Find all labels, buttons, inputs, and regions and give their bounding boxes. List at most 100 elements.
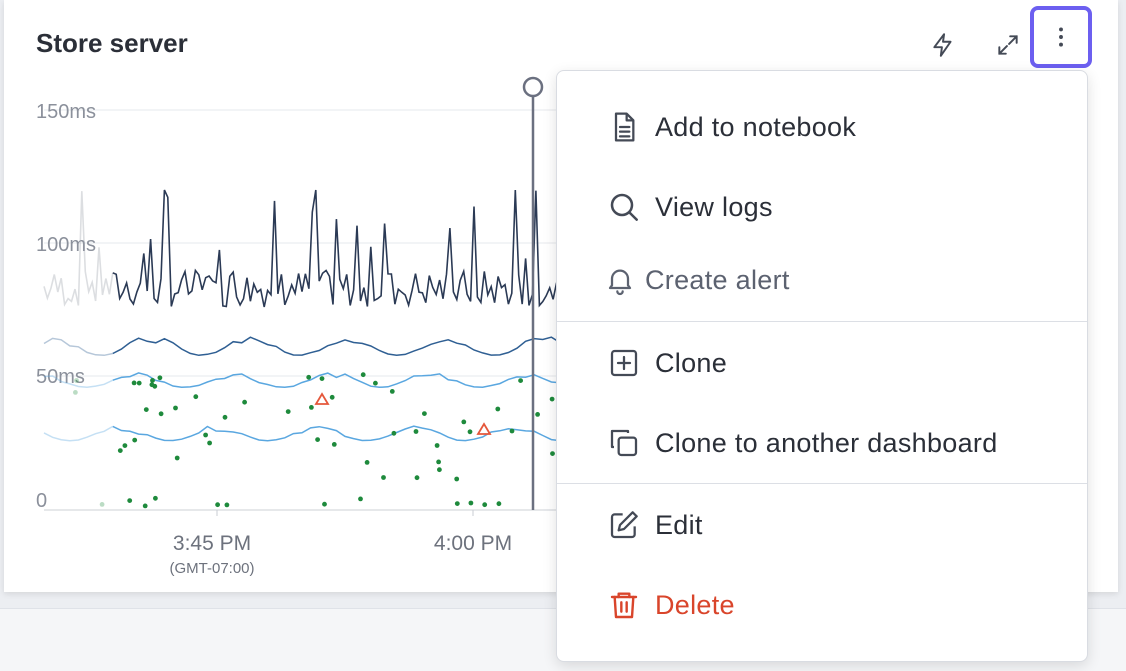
data-point: [373, 380, 378, 386]
series-line: [43, 425, 114, 442]
data-point: [496, 501, 502, 507]
data-point: [174, 455, 180, 461]
notebook-icon: [607, 110, 641, 144]
series-line: [43, 337, 113, 357]
series-line: [112, 189, 561, 309]
data-point: [222, 414, 228, 420]
data-point: [495, 406, 501, 412]
data-point: [319, 376, 325, 381]
data-point: [215, 502, 221, 508]
data-point: [535, 412, 540, 417]
menu-item-clone[interactable]: Clone: [557, 333, 1087, 393]
data-point: [74, 378, 79, 383]
data-point: [414, 475, 420, 481]
menu-item-label: Edit: [655, 509, 703, 540]
data-point: [329, 394, 335, 400]
data-point: [364, 460, 370, 465]
data-point: [468, 500, 474, 506]
y-tick-label: 0: [36, 490, 47, 512]
series-line: [43, 375, 114, 389]
data-point: [549, 396, 555, 402]
data-point: [389, 389, 395, 394]
menu-divider: [557, 483, 1087, 484]
data-point: [434, 443, 440, 448]
data-point: [315, 437, 320, 442]
trash-icon: [607, 588, 641, 622]
data-point: [461, 419, 467, 425]
data-point: [127, 498, 133, 503]
data-point: [360, 372, 366, 378]
more-vertical-icon[interactable]: [1030, 6, 1092, 68]
menu-item-label: Clone: [655, 347, 728, 378]
menu-item-clone-to-dashboard[interactable]: Clone to another dashboard: [557, 413, 1087, 473]
menu-item-view-logs[interactable]: View logs: [557, 177, 1087, 237]
data-point: [242, 399, 248, 405]
menu-item-delete[interactable]: Delete: [557, 575, 1087, 635]
series-line: [112, 372, 561, 389]
menu-item-label: Add to notebook: [655, 111, 857, 142]
menu-item-add-to-notebook[interactable]: Add to notebook: [557, 97, 1087, 157]
time-cursor-handle[interactable]: [522, 76, 544, 98]
points-layer: [73, 372, 555, 509]
anomaly-marker: [314, 392, 330, 405]
series-line: [43, 191, 114, 307]
data-point: [509, 428, 515, 434]
data-point: [381, 475, 386, 480]
expand-icon[interactable]: [987, 24, 1029, 66]
data-point: [73, 390, 78, 395]
data-point: [467, 429, 473, 435]
latency-chart: 150ms 100ms 50ms 0 3:45 PM 4:00 PM (GMT-…: [36, 76, 564, 577]
plus-square-icon: [607, 346, 641, 380]
menu-item-label: Clone to another dashboard: [655, 427, 998, 458]
data-point: [143, 407, 149, 412]
data-point: [158, 411, 164, 417]
data-point: [157, 375, 163, 381]
menu-item-create-alert[interactable]: Create alert: [557, 250, 1087, 310]
data-point: [306, 374, 312, 380]
data-point: [150, 378, 155, 383]
data-point: [436, 459, 441, 465]
panel-context-menu: Add to notebook View logs Create alert C…: [556, 70, 1088, 662]
y-tick-label: 50ms: [36, 366, 85, 388]
data-point: [437, 467, 442, 473]
menu-item-label: View logs: [655, 191, 773, 222]
data-point: [518, 378, 523, 383]
data-point: [117, 448, 123, 453]
y-tick-label: 150ms: [36, 101, 96, 123]
data-point: [149, 382, 155, 388]
search-icon: [607, 190, 641, 224]
y-tick-label: 100ms: [36, 234, 96, 256]
data-point: [309, 405, 314, 410]
data-point: [153, 495, 158, 501]
data-point: [224, 502, 230, 508]
data-point: [142, 503, 148, 509]
lightning-icon[interactable]: [922, 24, 964, 66]
data-point: [99, 502, 105, 507]
data-point: [331, 442, 337, 447]
series-layer: [43, 189, 561, 442]
menu-divider: [557, 321, 1087, 322]
x-tick-label: 4:00 PM: [434, 532, 512, 555]
data-point: [322, 501, 327, 507]
menu-item-label: Create alert: [645, 264, 790, 295]
series-line: [112, 425, 561, 442]
panel-title: Store server: [36, 28, 188, 58]
series-line: [112, 336, 561, 357]
data-point: [173, 405, 178, 411]
data-point: [132, 437, 138, 443]
menu-item-edit[interactable]: Edit: [557, 495, 1087, 555]
data-point: [550, 451, 555, 456]
x-tick-label: 3:45 PM: [173, 532, 251, 555]
data-point: [358, 496, 363, 502]
data-point: [122, 443, 128, 448]
data-point: [136, 380, 142, 386]
data-point: [422, 411, 427, 416]
edit-icon: [607, 508, 641, 542]
data-point: [413, 429, 419, 434]
data-point: [131, 380, 137, 386]
data-point: [454, 476, 460, 482]
timezone-label: (GMT-07:00): [169, 560, 254, 577]
data-point: [207, 440, 213, 446]
data-point: [203, 432, 209, 438]
data-point: [482, 502, 488, 508]
